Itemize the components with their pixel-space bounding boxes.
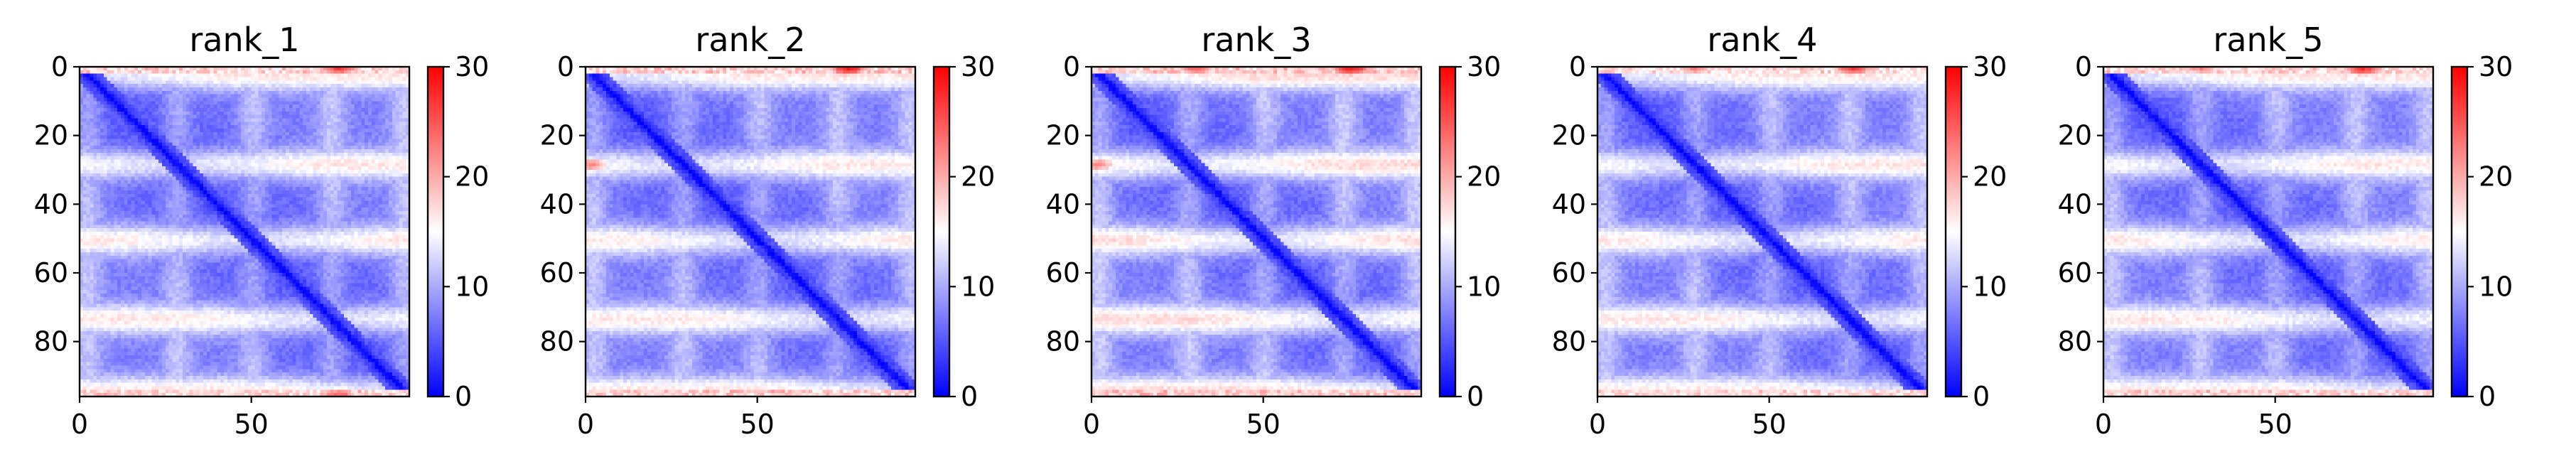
panel-title: rank_3 bbox=[1201, 21, 1311, 59]
y-tick-label: 60 bbox=[34, 257, 68, 289]
y-tick-label: 80 bbox=[540, 326, 574, 357]
colorbar-tick-label: 20 bbox=[1973, 161, 2007, 193]
colorbar-tick-label: 0 bbox=[1467, 381, 1484, 412]
x-tick-label: 50 bbox=[2258, 409, 2292, 440]
colorbar-frame bbox=[932, 65, 951, 398]
panel-title: rank_4 bbox=[1707, 21, 1817, 59]
axes-frame bbox=[2102, 65, 2435, 398]
panel-title: rank_5 bbox=[2213, 21, 2323, 59]
colorbar-tick-label: 0 bbox=[961, 381, 978, 412]
x-tick-label: 0 bbox=[1083, 409, 1100, 440]
colorbar-tick-label: 20 bbox=[1467, 161, 1501, 193]
x-tick-label: 0 bbox=[71, 409, 88, 440]
y-tick-label: 0 bbox=[1569, 51, 1586, 82]
x-tick-label: 0 bbox=[577, 409, 594, 440]
axes-frame bbox=[1090, 65, 1423, 398]
colorbar bbox=[1440, 67, 1455, 397]
colorbar-tick-label: 10 bbox=[1973, 271, 2007, 302]
colorbar-tick-label: 0 bbox=[2479, 381, 2496, 412]
y-tick-label: 0 bbox=[1063, 51, 1080, 82]
colorbar bbox=[2452, 67, 2467, 397]
y-tick-label: 80 bbox=[34, 326, 68, 357]
colorbar-tick-label: 10 bbox=[961, 271, 995, 302]
colorbar-tick-label: 20 bbox=[961, 161, 995, 193]
heatmap-panel-1: rank_1 0 20 40 60 80 0 50 0 10 20 30 bbox=[34, 21, 490, 440]
x-tick-label: 0 bbox=[2095, 409, 2112, 440]
y-tick-label: 40 bbox=[1552, 188, 1586, 220]
colorbar-tick-label: 30 bbox=[2479, 51, 2513, 82]
y-tick-label: 20 bbox=[540, 120, 574, 151]
colorbar bbox=[1946, 67, 1961, 397]
colorbar-tick-label: 20 bbox=[455, 161, 489, 193]
colorbar-tick-label: 0 bbox=[1973, 381, 1990, 412]
y-tick-label: 60 bbox=[1046, 257, 1080, 289]
colorbar-tick-label: 20 bbox=[2479, 161, 2513, 193]
y-tick-label: 20 bbox=[34, 120, 68, 151]
colorbar-tick-label: 30 bbox=[455, 51, 489, 82]
heatmap-image bbox=[1092, 67, 1421, 397]
x-tick-label: 50 bbox=[1246, 409, 1280, 440]
heatmap-image bbox=[586, 67, 915, 397]
heatmap-image bbox=[80, 67, 409, 397]
y-tick-label: 20 bbox=[1552, 120, 1586, 151]
y-tick-label: 0 bbox=[557, 51, 574, 82]
axes-frame bbox=[78, 65, 411, 398]
x-tick-label: 50 bbox=[1752, 409, 1786, 440]
y-tick-label: 80 bbox=[1046, 326, 1080, 357]
axes-frame bbox=[584, 65, 917, 398]
colorbar-tick-label: 30 bbox=[961, 51, 995, 82]
axes-frame bbox=[1596, 65, 1929, 398]
y-tick-label: 80 bbox=[2058, 326, 2092, 357]
panel-title: rank_1 bbox=[189, 21, 299, 59]
colorbar-tick-label: 10 bbox=[2479, 271, 2513, 302]
heatmap-panel-3: rank_3 0 20 40 60 80 0 50 0 10 20 30 bbox=[1046, 21, 1502, 440]
panel-title: rank_2 bbox=[695, 21, 805, 59]
heatmap-image bbox=[2103, 67, 2433, 397]
colorbar-tick-label: 30 bbox=[1467, 51, 1501, 82]
colorbar-tick-label: 0 bbox=[455, 381, 472, 412]
heatmap-panel-5: rank_5 0 20 40 60 80 0 50 0 10 20 30 bbox=[2058, 21, 2513, 440]
x-tick-label: 0 bbox=[1589, 409, 1606, 440]
y-tick-label: 60 bbox=[1552, 257, 1586, 289]
y-tick-label: 0 bbox=[2075, 51, 2092, 82]
y-tick-label: 0 bbox=[51, 51, 68, 82]
y-tick-label: 20 bbox=[1046, 120, 1080, 151]
y-tick-label: 40 bbox=[2058, 188, 2092, 220]
y-tick-label: 20 bbox=[2058, 120, 2092, 151]
colorbar-tick-label: 10 bbox=[1467, 271, 1501, 302]
colorbar-tick-label: 30 bbox=[1973, 51, 2007, 82]
colorbar-frame bbox=[1944, 65, 1963, 398]
colorbar bbox=[934, 67, 949, 397]
y-tick-label: 40 bbox=[540, 188, 574, 220]
colorbar-frame bbox=[2450, 65, 2469, 398]
colorbar-frame bbox=[1438, 65, 1457, 398]
y-tick-label: 40 bbox=[34, 188, 68, 220]
colorbar-frame bbox=[426, 65, 445, 398]
x-tick-label: 50 bbox=[234, 409, 268, 440]
heatmap-image bbox=[1597, 67, 1927, 397]
heatmap-panel-4: rank_4 0 20 40 60 80 0 50 0 10 20 30 bbox=[1552, 21, 2008, 440]
y-tick-label: 60 bbox=[540, 257, 574, 289]
colorbar bbox=[428, 67, 443, 397]
heatmap-panel-2: rank_2 0 20 40 60 80 0 50 0 10 20 30 bbox=[540, 21, 996, 440]
y-tick-label: 60 bbox=[2058, 257, 2092, 289]
y-tick-label: 80 bbox=[1552, 326, 1586, 357]
x-tick-label: 50 bbox=[740, 409, 774, 440]
colorbar-tick-label: 10 bbox=[455, 271, 489, 302]
y-tick-label: 40 bbox=[1046, 188, 1080, 220]
